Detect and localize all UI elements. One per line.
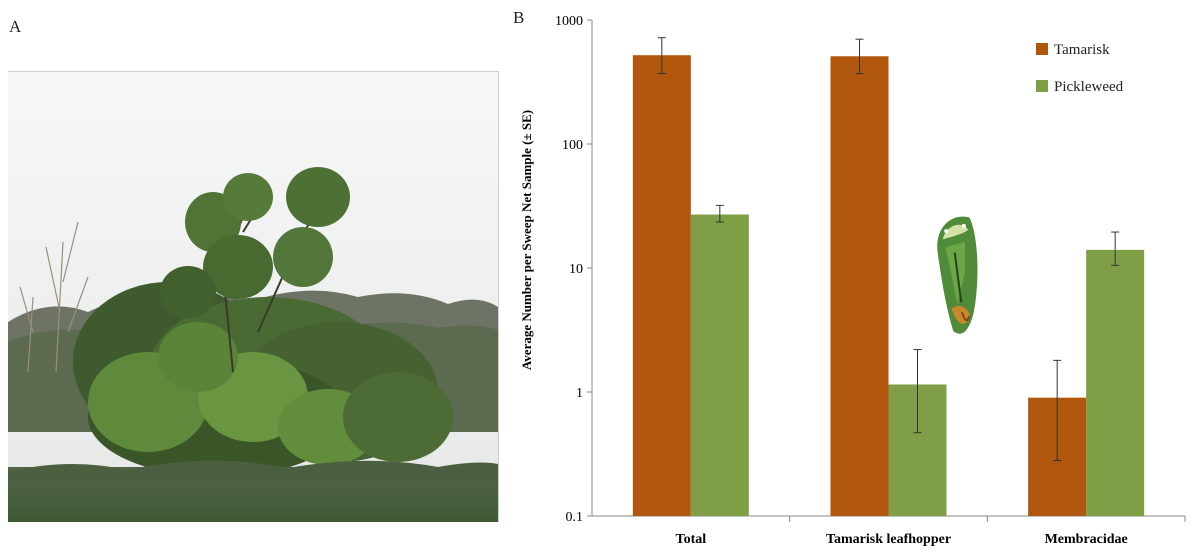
legend-label-pickleweed: Pickleweed (1054, 79, 1124, 95)
chart-tick-labels: 0.1 1 10 100 1000 (555, 14, 583, 525)
bar-pickleweed-3 (1086, 249, 1145, 516)
chart-legend: Tamarisk Pickleweed (1036, 42, 1124, 95)
y-tick-label: 1 (576, 386, 583, 401)
y-tick-label: 100 (562, 138, 583, 153)
x-category-label: Tamarisk leafhopper (826, 532, 951, 547)
bar-chart: 0.1 1 10 100 1000 Total Tamarisk leafhopper Me… (519, 14, 1186, 547)
tamarisk-shrub-photo (8, 71, 499, 522)
bar-pickleweed-1 (690, 214, 749, 516)
x-category-label: Total (676, 532, 707, 547)
y-tick-label: 0.1 (566, 510, 584, 525)
chart-category-labels: Total Tamarisk leafhopper Membracidae (676, 532, 1128, 547)
legend-swatch-tamarisk (1036, 43, 1048, 55)
panel-label-b: B (513, 8, 525, 27)
panel-label-a: A (9, 17, 22, 36)
x-category-label: Membracidae (1045, 532, 1128, 547)
legend-label-tamarisk: Tamarisk (1054, 42, 1110, 58)
leafhopper-insect-image (937, 216, 978, 334)
bar-tamarisk-2 (830, 56, 889, 517)
y-tick-label: 1000 (555, 14, 583, 29)
bar-tamarisk-1 (632, 55, 691, 517)
y-axis-title: Average Number per Sweep Net Sample (± S… (519, 110, 534, 370)
legend-swatch-pickleweed (1036, 80, 1048, 92)
y-tick-label: 10 (569, 262, 583, 277)
chart-error-bars (657, 37, 1120, 462)
chart-bars (632, 55, 1145, 517)
